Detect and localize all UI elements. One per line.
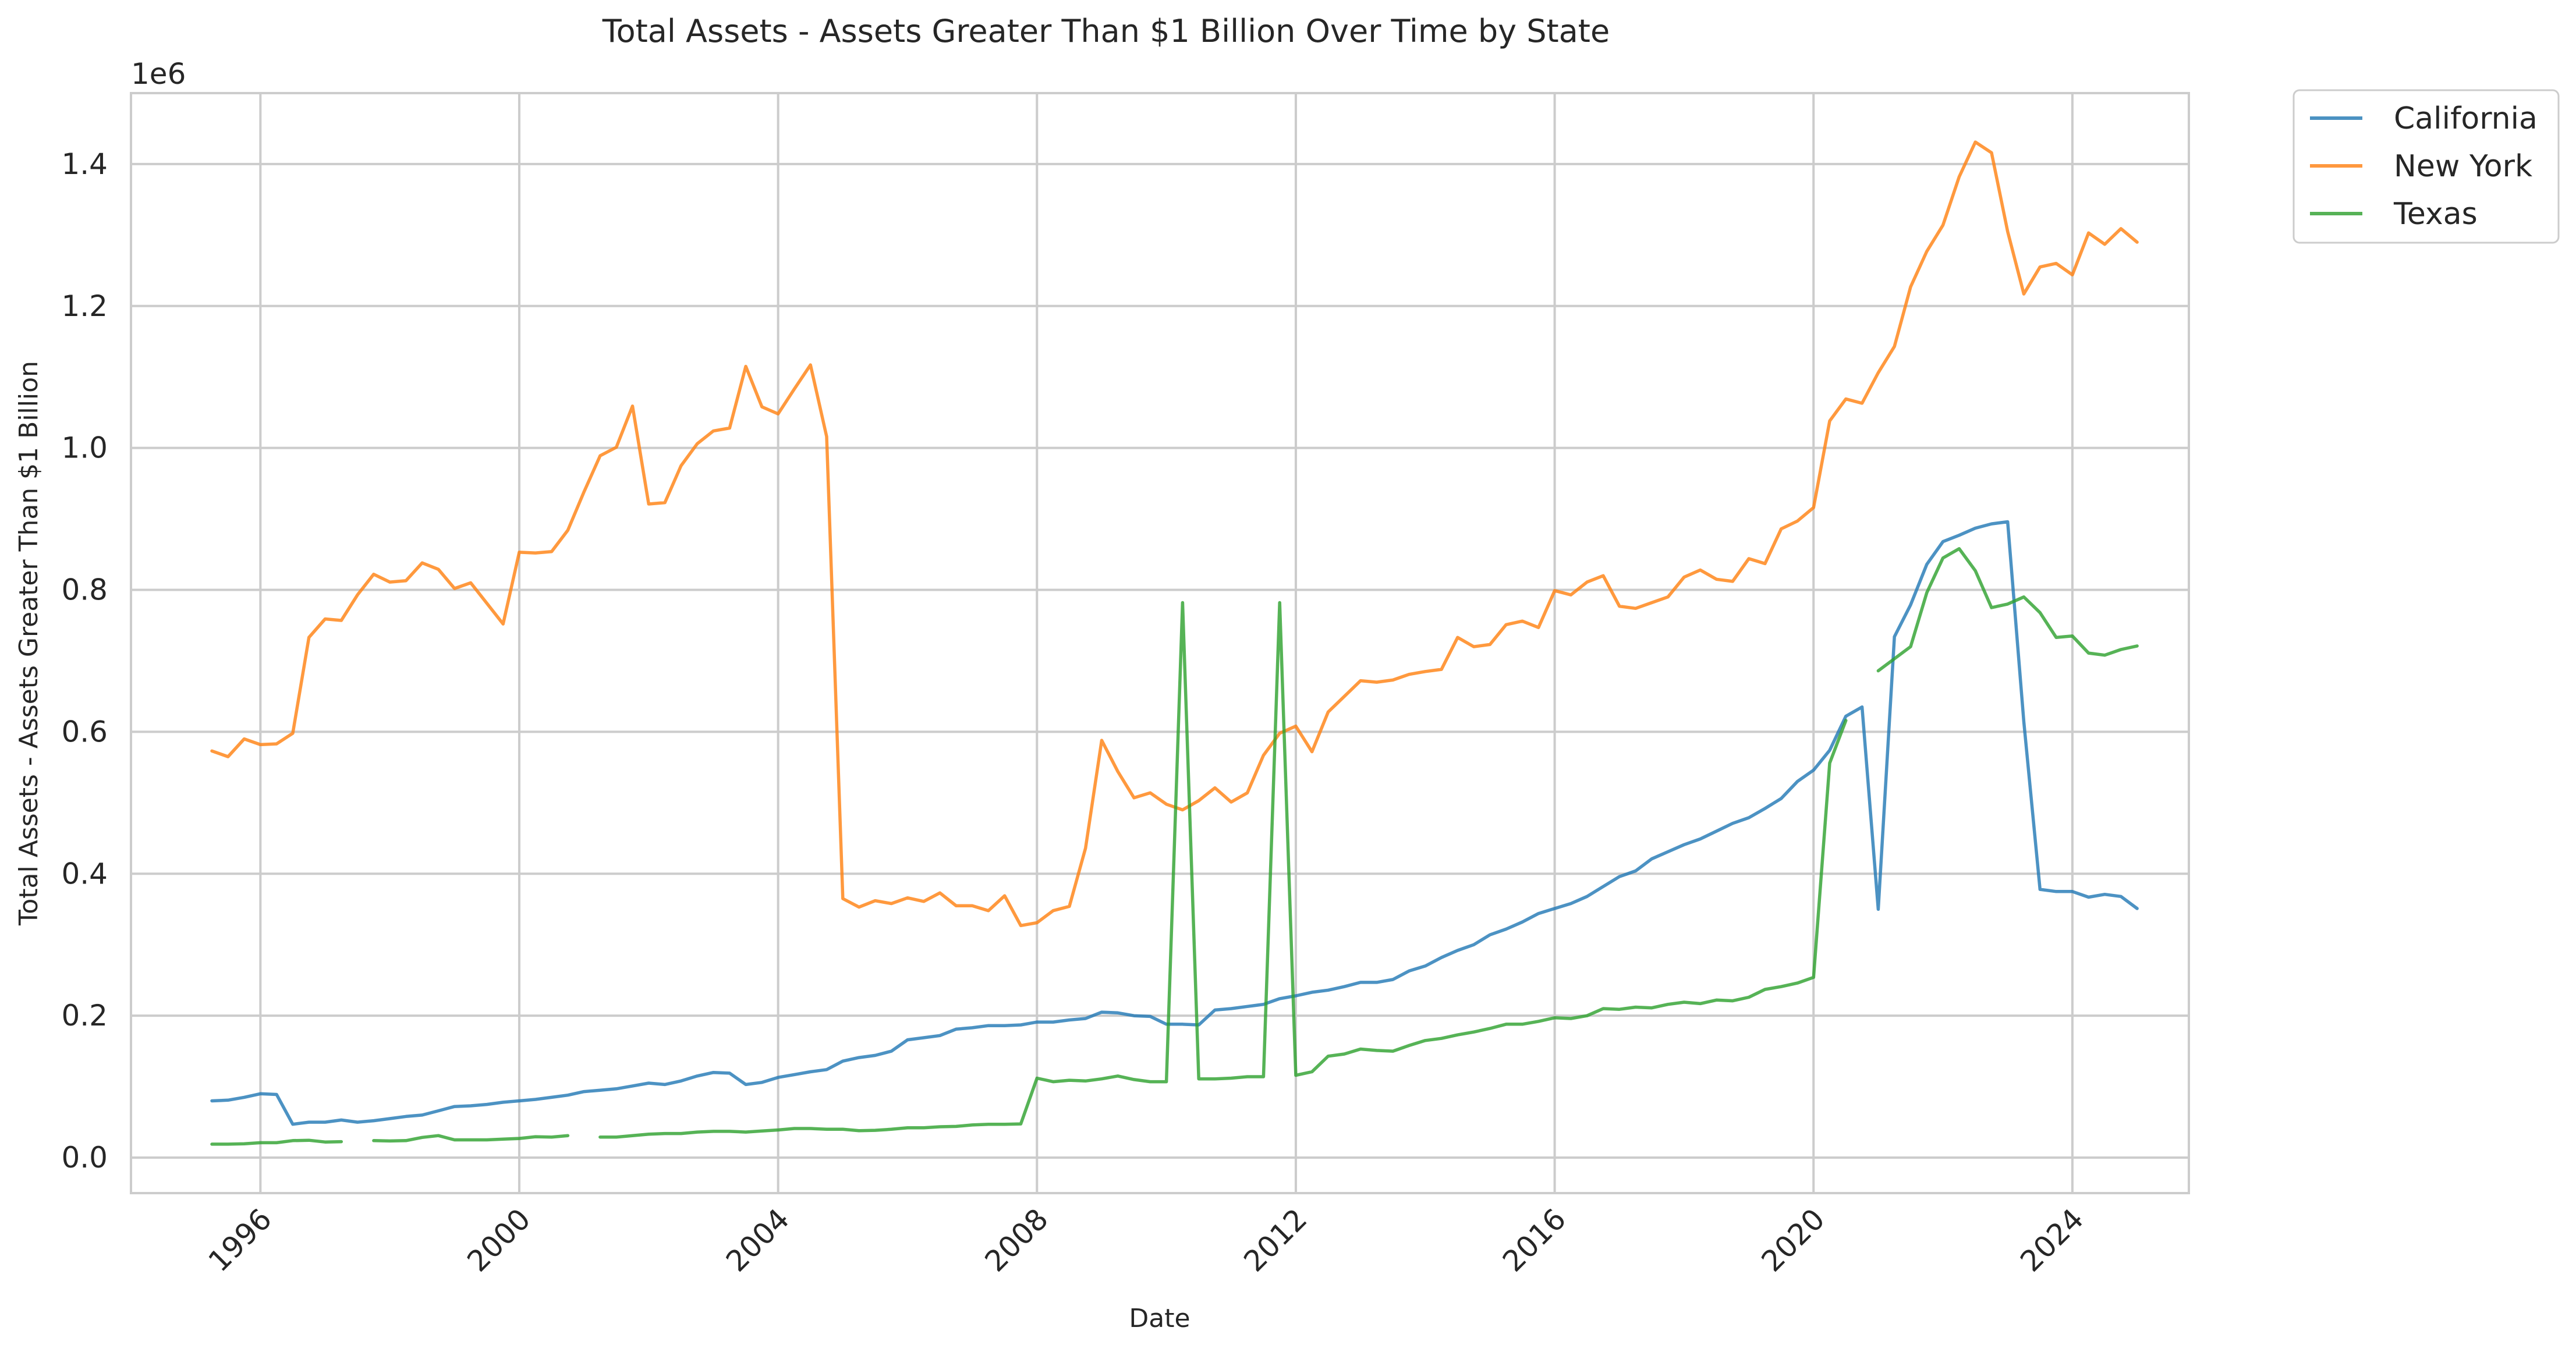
y-tick-label: 0.0: [61, 1141, 108, 1174]
plot-frame: [130, 92, 2190, 1194]
series-line-texas: [210, 547, 2139, 1146]
series-lines: [210, 140, 2139, 1146]
x-axis-title: Date: [1129, 1304, 1190, 1333]
y-tick-label: 0.2: [61, 999, 108, 1032]
y-tick-label: 1.2: [61, 289, 108, 323]
legend-label: California: [2394, 101, 2538, 136]
y-tick-label: 1.0: [61, 431, 108, 465]
legend: California New York Texas: [2292, 89, 2560, 244]
legend-box: [2292, 89, 2560, 244]
y-axis-scale-label: 1e6: [131, 57, 186, 91]
y-tick-label: 0.8: [61, 573, 108, 607]
series-line-california: [210, 520, 2139, 1126]
y-tick-label: 0.4: [61, 857, 108, 890]
grid-lines: [131, 93, 2189, 1193]
y-tick-label: 0.6: [61, 715, 108, 748]
y-axis-title: Total Assets - Assets Greater Than $1 Bi…: [14, 361, 44, 926]
chart-title: Total Assets - Assets Greater Than $1 Bi…: [602, 13, 1610, 49]
y-axis-ticks: 0.0 0.2 0.4 0.6 0.8 1.0 1.2 1.4: [61, 147, 108, 1174]
y-tick-label: 1.4: [61, 147, 108, 181]
legend-label: Texas: [2393, 197, 2478, 232]
legend-label: New York: [2394, 149, 2532, 184]
